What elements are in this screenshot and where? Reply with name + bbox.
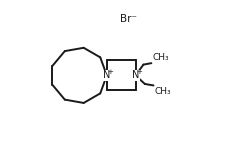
- Text: N: N: [131, 70, 139, 80]
- Text: +: +: [136, 69, 141, 75]
- Text: Br⁻: Br⁻: [119, 14, 136, 24]
- Text: CH₃: CH₃: [153, 87, 170, 96]
- Text: N: N: [103, 70, 110, 80]
- Text: CH₃: CH₃: [151, 53, 168, 62]
- Text: +: +: [107, 69, 113, 75]
